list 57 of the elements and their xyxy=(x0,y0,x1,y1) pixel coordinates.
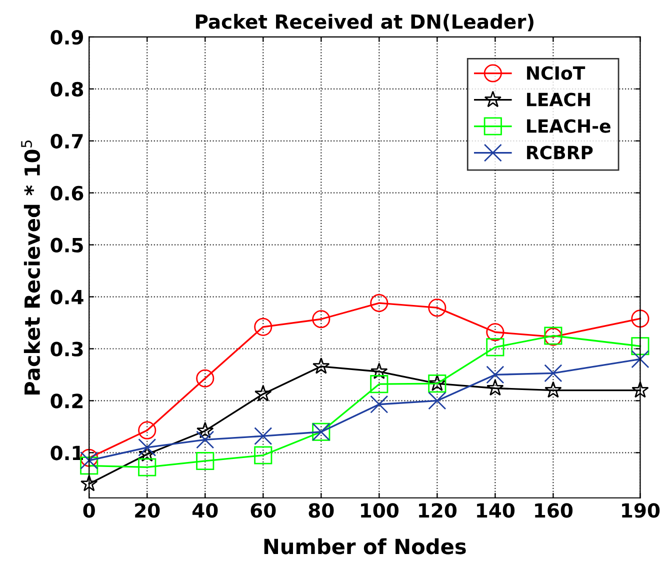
point xyxy=(80,474,98,492)
point xyxy=(428,392,446,410)
legend-label: LEACH xyxy=(527,92,590,106)
y-tick-label: 0.3 xyxy=(50,342,83,356)
point xyxy=(486,338,504,356)
point xyxy=(254,446,272,464)
point xyxy=(370,294,388,312)
point xyxy=(312,310,330,328)
chart-title: Packet Received at DN(Leader) xyxy=(196,14,534,32)
point xyxy=(138,438,156,456)
x-tick-label: 120 xyxy=(419,503,457,518)
point xyxy=(196,369,214,388)
point xyxy=(544,381,562,398)
x-tick-label: 0 xyxy=(83,503,95,518)
point xyxy=(486,379,504,396)
point xyxy=(312,357,330,374)
point xyxy=(196,422,214,438)
x-tick-label: 160 xyxy=(535,503,573,518)
point xyxy=(138,445,156,462)
legend-label: NCIoT xyxy=(527,66,586,80)
y-axis-title: Packet Recieved * 10$^{5}$ xyxy=(21,140,40,394)
point xyxy=(138,421,156,440)
x-tick-label: 40 xyxy=(192,503,218,518)
point xyxy=(486,323,504,342)
y-tick-label: 0.1 xyxy=(50,446,83,460)
point xyxy=(370,375,388,394)
y-tick-label: 0.4 xyxy=(50,290,84,304)
point xyxy=(196,452,214,470)
point xyxy=(632,381,649,398)
x-axis-title: Number of Nodes xyxy=(264,538,466,554)
x-tick-label: 140 xyxy=(477,503,515,518)
point xyxy=(370,362,388,380)
y-tick-label: 0.2 xyxy=(50,394,83,408)
point xyxy=(254,318,272,336)
y-tick-label: 0.7 xyxy=(50,134,83,149)
point xyxy=(138,458,156,476)
x-tick-label: 80 xyxy=(308,503,334,518)
y-tick-label: 0.6 xyxy=(50,186,84,201)
legend-label: RCBRP xyxy=(527,146,593,160)
x-tick-label: 60 xyxy=(250,503,276,518)
x-tick-label: 20 xyxy=(135,503,160,518)
y-tick-label: 0.5 xyxy=(50,238,83,252)
point xyxy=(428,298,446,317)
point xyxy=(631,337,650,356)
point xyxy=(631,350,650,368)
point xyxy=(370,395,388,414)
point xyxy=(544,364,562,382)
point xyxy=(254,427,272,446)
y-tick-label: 0.8 xyxy=(50,82,84,97)
legend-label: LEACH-e xyxy=(527,119,610,133)
point xyxy=(486,366,504,384)
point xyxy=(196,430,214,449)
y-tick-label: 0.9 xyxy=(50,30,83,45)
x-tick-label: 190 xyxy=(622,503,660,518)
point xyxy=(631,310,650,328)
point xyxy=(254,384,272,402)
x-tick-label: 100 xyxy=(361,503,399,518)
